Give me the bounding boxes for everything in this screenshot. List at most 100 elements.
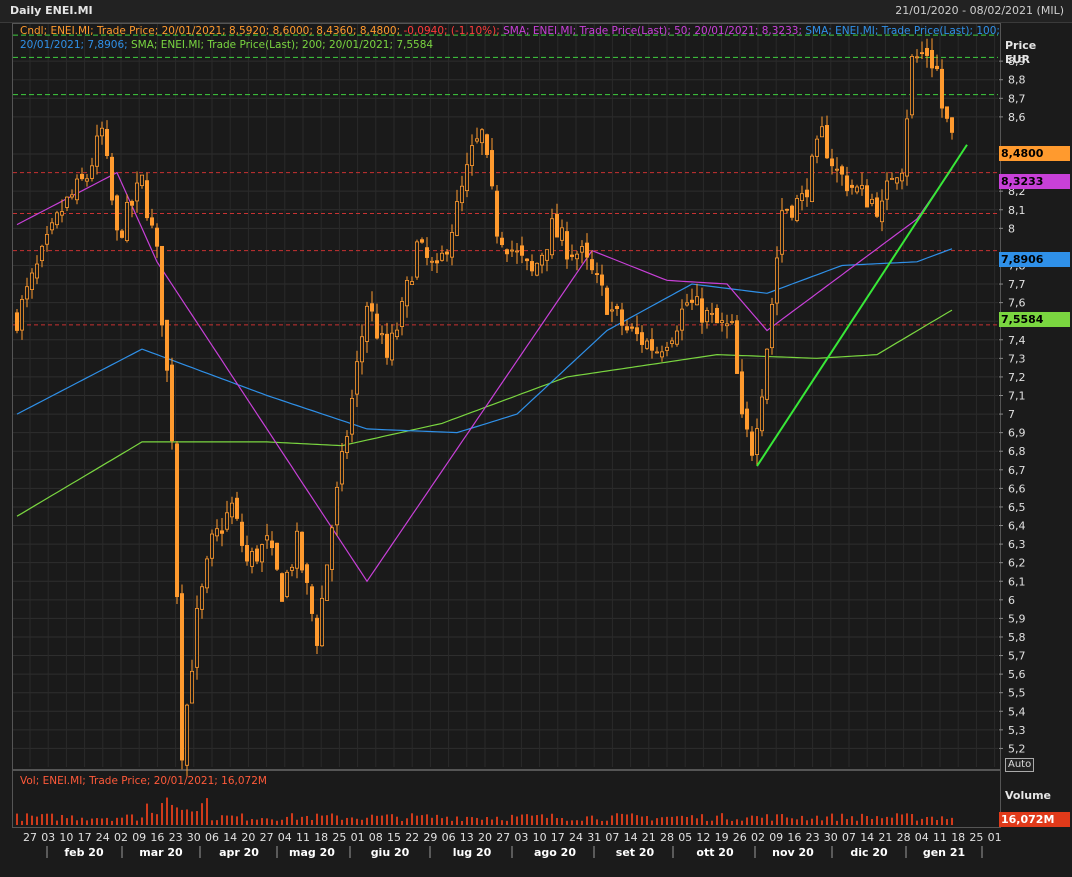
day-tick-label: 06 bbox=[205, 831, 219, 844]
candle-body bbox=[304, 564, 309, 583]
price-panel[interactable] bbox=[12, 23, 1001, 770]
price-tick-label: 5,3 bbox=[1008, 724, 1026, 737]
candle-body bbox=[229, 502, 234, 518]
candle-body bbox=[825, 125, 830, 159]
volume-bar bbox=[946, 819, 948, 825]
day-tick-label: 16 bbox=[150, 831, 164, 844]
volume-bar bbox=[761, 817, 763, 825]
volume-bar bbox=[281, 819, 283, 825]
candle-body bbox=[890, 178, 895, 180]
candle-body bbox=[384, 333, 389, 358]
day-tick-label: 03 bbox=[514, 831, 528, 844]
candle-body bbox=[720, 320, 725, 324]
volume-bar bbox=[71, 815, 73, 825]
volume-bar bbox=[551, 813, 553, 825]
candle-body bbox=[835, 168, 840, 171]
volume-panel[interactable] bbox=[12, 770, 1001, 828]
volume-bar bbox=[301, 816, 303, 825]
volume-bar bbox=[46, 813, 48, 825]
candle-body bbox=[125, 202, 130, 241]
volume-bar bbox=[601, 820, 603, 825]
day-tick-label: 11 bbox=[933, 831, 947, 844]
volume-tag: 16,072M bbox=[999, 812, 1070, 827]
volume-bar bbox=[596, 819, 598, 825]
day-tick-label: 10 bbox=[533, 831, 547, 844]
volume-bar bbox=[591, 815, 593, 825]
legend-change: -0,0940; (-1,10%); bbox=[403, 25, 500, 37]
day-tick-label: 23 bbox=[169, 831, 183, 844]
candle-body bbox=[169, 364, 174, 442]
candle-body bbox=[369, 303, 374, 312]
day-tick-label: 02 bbox=[114, 831, 128, 844]
volume-bar bbox=[671, 816, 673, 825]
candle-body bbox=[840, 166, 845, 175]
volume-bar bbox=[626, 814, 628, 825]
price-tick-label: 6,9 bbox=[1008, 427, 1026, 440]
candle-body bbox=[364, 305, 369, 342]
volume-bar bbox=[246, 820, 248, 825]
volume-bar bbox=[886, 816, 888, 825]
day-tick-label: 08 bbox=[369, 831, 383, 844]
candle-body bbox=[795, 198, 800, 221]
volume-bar bbox=[796, 819, 798, 825]
candle-body bbox=[590, 259, 595, 271]
volume-bar bbox=[681, 815, 683, 825]
candle-body bbox=[765, 348, 770, 400]
candle-body bbox=[695, 296, 700, 306]
volume-bar bbox=[106, 817, 108, 825]
candle-body bbox=[379, 333, 384, 336]
candle-body bbox=[760, 396, 765, 432]
volume-bar bbox=[271, 819, 273, 825]
candlestick-series bbox=[14, 38, 955, 778]
volume-bar bbox=[266, 818, 268, 825]
candle-body bbox=[40, 245, 45, 262]
volume-bar bbox=[726, 819, 728, 825]
candle-body bbox=[860, 185, 865, 190]
volume-bar bbox=[876, 816, 878, 825]
volume-bar bbox=[706, 820, 708, 825]
candle-body bbox=[329, 527, 334, 570]
volume-bar bbox=[741, 820, 743, 825]
volume-bar bbox=[86, 820, 88, 825]
volume-bar bbox=[611, 815, 613, 825]
volume-bar bbox=[316, 813, 318, 825]
day-tick-label: 18 bbox=[951, 831, 965, 844]
candle-body bbox=[459, 185, 464, 204]
candle-body bbox=[409, 281, 414, 285]
volume-bar bbox=[426, 814, 428, 825]
candle-body bbox=[389, 332, 394, 361]
volume-bar bbox=[751, 815, 753, 825]
volume-bar bbox=[176, 807, 178, 825]
auto-scale-button[interactable]: Auto bbox=[1005, 758, 1035, 772]
volume-bar bbox=[156, 814, 158, 825]
candle-body bbox=[489, 150, 494, 187]
day-tick-label: 14 bbox=[223, 831, 237, 844]
candle-body bbox=[209, 533, 214, 559]
volume-bar bbox=[581, 820, 583, 825]
volume-bar bbox=[936, 819, 938, 825]
volume-bar bbox=[291, 813, 293, 825]
candle-body bbox=[780, 210, 785, 255]
candle-body bbox=[805, 189, 810, 198]
price-tick-label: 5,8 bbox=[1008, 631, 1026, 644]
candle-body bbox=[900, 172, 905, 182]
candle-body bbox=[414, 241, 419, 278]
month-tick-label: set 20 bbox=[616, 846, 655, 859]
volume-bar bbox=[196, 811, 198, 825]
volume-bar bbox=[126, 814, 128, 825]
price-tick-label: 6,2 bbox=[1008, 557, 1026, 570]
volume-bar bbox=[326, 815, 328, 825]
volume-bar bbox=[656, 818, 658, 825]
volume-bar bbox=[856, 820, 858, 825]
candle-body bbox=[484, 134, 489, 155]
price-tick-label: 7,1 bbox=[1008, 390, 1026, 403]
candle-body bbox=[204, 558, 209, 589]
candle-body bbox=[845, 175, 850, 192]
candle-body bbox=[494, 190, 499, 237]
candle-body bbox=[800, 193, 805, 202]
candle-body bbox=[810, 155, 815, 203]
candle-body bbox=[319, 597, 324, 647]
candle-body bbox=[129, 200, 134, 206]
